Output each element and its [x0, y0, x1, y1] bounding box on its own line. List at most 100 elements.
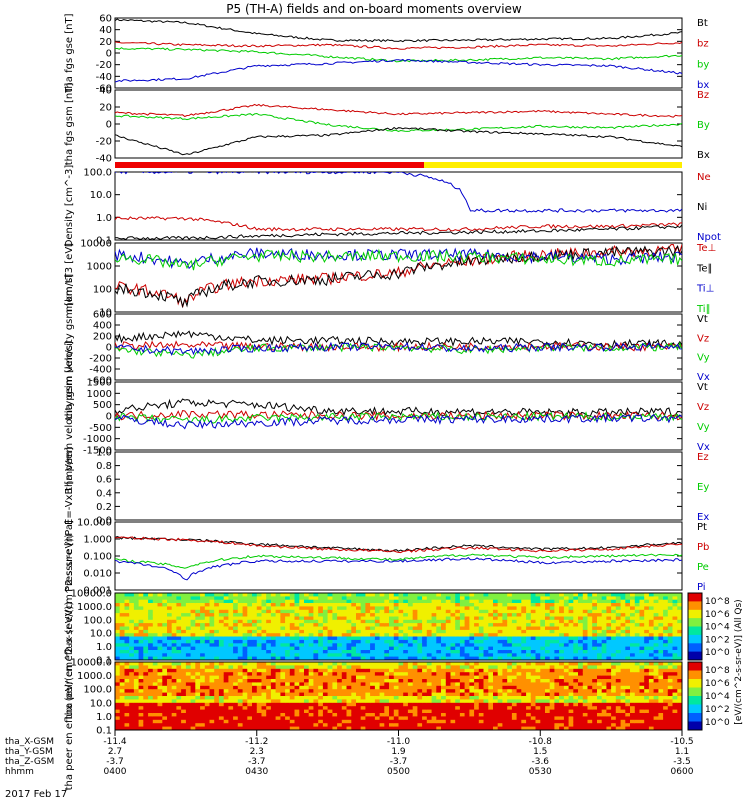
heatmap-cell	[176, 643, 182, 648]
heatmap-cell	[148, 675, 154, 680]
heatmap-cell	[587, 706, 593, 711]
heatmap-cell	[488, 719, 494, 724]
heatmap-cell	[639, 689, 645, 694]
heatmap-cell	[445, 626, 451, 631]
heatmap-cell	[337, 702, 343, 707]
heatmap-cell	[266, 716, 272, 721]
heatmap-cell	[407, 719, 414, 724]
heatmap-cell	[228, 719, 234, 724]
heatmap-cell	[214, 619, 220, 624]
heatmap-cell	[181, 702, 187, 707]
heatmap-cell	[294, 656, 300, 661]
heatmap-cell	[563, 606, 570, 611]
heatmap-cell	[228, 606, 234, 611]
heatmap-cell	[478, 709, 484, 714]
heatmap-cell	[648, 662, 655, 666]
heatmap-cell	[615, 709, 621, 714]
heatmap-cell	[119, 719, 125, 724]
heatmap-cell	[431, 639, 437, 644]
heatmap-cell	[195, 633, 201, 638]
heatmap-cell	[559, 668, 565, 673]
heatmap-cell	[379, 702, 385, 707]
heatmap-cell	[389, 606, 395, 611]
heatmap-cell	[346, 603, 352, 607]
heatmap-cell	[304, 709, 310, 714]
heatmap-cell	[597, 679, 603, 683]
heatmap-cell	[209, 726, 215, 731]
heatmap-cell	[294, 616, 300, 621]
heatmap-cell	[611, 699, 617, 704]
heatmap-cell	[228, 726, 234, 731]
heatmap-cell	[195, 723, 201, 728]
heatmap-cell	[407, 726, 414, 731]
heatmap-cell	[417, 719, 423, 724]
heatmap-cell	[545, 646, 551, 651]
heatmap-cell	[526, 646, 532, 651]
heatmap-cell	[648, 719, 655, 724]
heatmap-cell	[138, 699, 144, 704]
heatmap-cell	[483, 668, 489, 673]
heatmap-cell	[304, 639, 310, 644]
heatmap-cell	[252, 609, 258, 614]
heatmap-cell	[559, 599, 565, 604]
legend-entry: Pb	[697, 542, 709, 553]
heatmap-cell	[488, 606, 494, 611]
heatmap-cell	[620, 636, 626, 641]
heatmap-cell	[639, 699, 645, 704]
heatmap-cell	[469, 639, 475, 644]
heatmap-cell	[431, 668, 437, 673]
heatmap-cell	[133, 629, 140, 634]
heatmap-cell	[653, 613, 659, 617]
heatmap-cell	[261, 709, 267, 714]
heatmap-cell	[374, 626, 381, 631]
heatmap-cell	[181, 689, 187, 694]
heatmap-cell	[653, 665, 659, 670]
heatmap-cell	[237, 716, 243, 721]
heatmap-cell	[644, 706, 650, 711]
heatmap-cell	[162, 662, 168, 666]
heatmap-cell	[299, 619, 305, 624]
heatmap-cell	[578, 706, 584, 711]
heatmap-cell	[625, 613, 631, 617]
heatmap-cell	[209, 650, 215, 654]
heatmap-cell	[256, 692, 262, 697]
heatmap-cell	[644, 662, 650, 666]
heatmap-cell	[407, 699, 414, 704]
heatmap-cell	[389, 596, 395, 601]
heatmap-cell	[648, 606, 655, 611]
legend-entry: Ex	[697, 512, 709, 523]
heatmap-cell	[318, 599, 324, 604]
heatmap-cell	[573, 613, 579, 617]
heatmap-cell	[256, 665, 262, 670]
heatmap-cell	[398, 672, 404, 677]
heatmap-cell	[256, 719, 262, 724]
heatmap-cell	[171, 675, 177, 680]
heatmap-cell	[124, 596, 130, 601]
heatmap-cell	[455, 626, 461, 631]
heatmap-cell	[181, 626, 187, 631]
heatmap-cell	[459, 613, 466, 617]
heatmap-cell	[190, 682, 196, 687]
heatmap-cell	[426, 623, 432, 627]
heatmap-cell	[171, 609, 177, 614]
heatmap-cell	[507, 653, 513, 658]
heatmap-cell	[488, 672, 494, 677]
heatmap-cell	[677, 623, 683, 627]
heatmap-cell	[407, 616, 414, 621]
heatmap-cell	[507, 675, 513, 680]
heatmap-cell	[407, 633, 414, 638]
heatmap-cell	[365, 639, 371, 644]
heatmap-cell	[493, 633, 499, 638]
heatmap-cell	[256, 626, 262, 631]
heatmap-cell	[289, 613, 295, 617]
heatmap-cell	[365, 613, 371, 617]
heatmap-cell	[540, 609, 546, 614]
heatmap-cell	[441, 650, 447, 654]
heatmap-cell	[233, 606, 239, 611]
heatmap-cell	[389, 685, 395, 690]
heatmap-cell	[167, 679, 173, 683]
heatmap-cell	[483, 603, 489, 607]
heatmap-cell	[450, 726, 456, 731]
heatmap-cell	[356, 596, 362, 601]
